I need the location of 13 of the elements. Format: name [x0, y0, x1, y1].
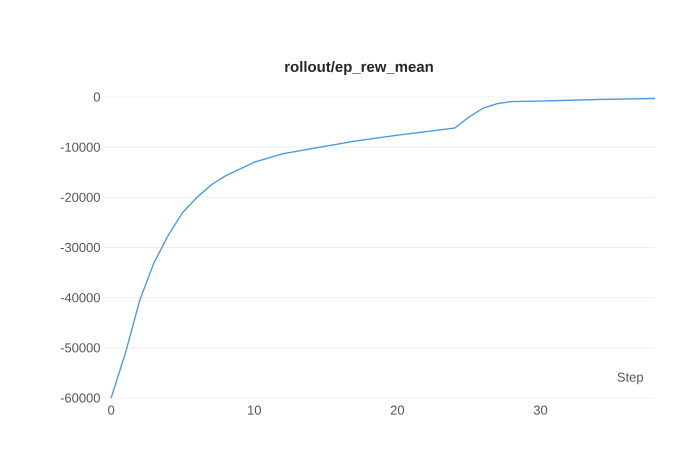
y-tick-label: -10000 [60, 142, 100, 152]
y-tick-label: -50000 [60, 343, 100, 352]
x-tick-label: 30 [534, 406, 548, 415]
x-tick-label: 20 [390, 406, 404, 415]
y-tick-label: -20000 [60, 192, 100, 202]
y-tick-label: 0 [94, 92, 100, 102]
y-tick-label: -30000 [60, 242, 100, 252]
x-tick-label: 0 [108, 406, 114, 415]
chart-title: rollout/ep_rew_mean [285, 61, 433, 75]
x-axis-title: Step [617, 372, 643, 384]
y-tick-label: -40000 [60, 293, 100, 302]
x-tick-label: 10 [248, 406, 261, 415]
y-tick-label: -60000 [60, 393, 100, 403]
